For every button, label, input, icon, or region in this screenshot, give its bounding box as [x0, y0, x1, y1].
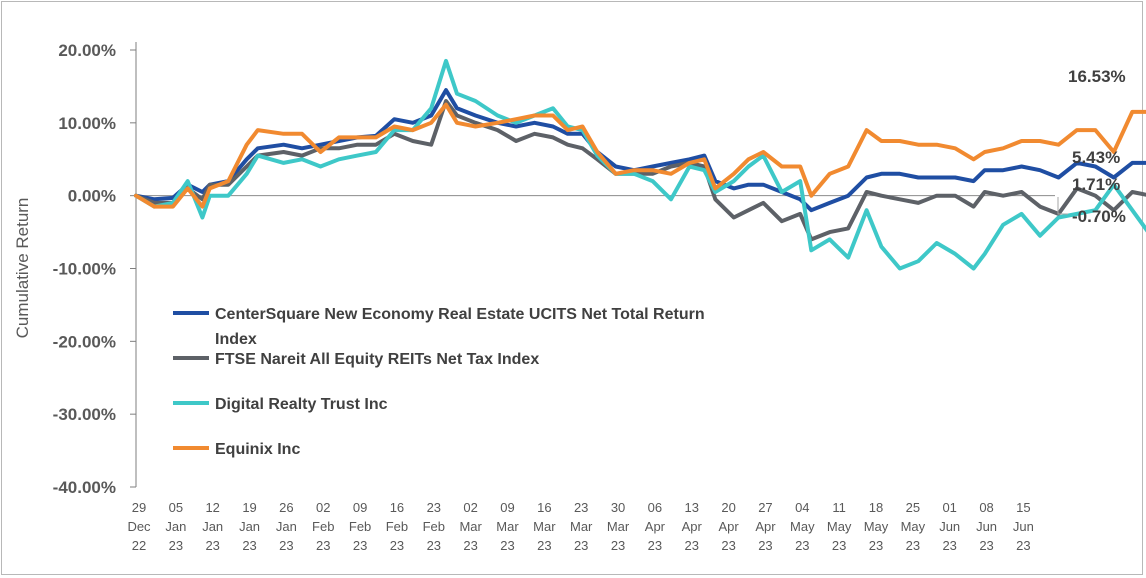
x-tick-label: 23: [279, 538, 293, 553]
x-tick-label: 23: [795, 538, 809, 553]
x-tick-label: Jan: [202, 519, 223, 534]
x-tick-label: 22: [132, 538, 146, 553]
legend-label-4: Equinix Inc: [215, 441, 300, 458]
x-tick-label: May: [790, 519, 815, 534]
x-tick-label: Apr: [682, 519, 703, 534]
y-tick-label: -40.00%: [53, 478, 116, 497]
x-tick-label: 23: [942, 538, 956, 553]
x-tick-label: 20: [721, 500, 735, 515]
x-tick-label: Mar: [533, 519, 556, 534]
x-tick-label: 23: [427, 538, 441, 553]
x-tick-label: May: [827, 519, 852, 534]
x-tick-label: Jun: [976, 519, 997, 534]
x-tick-label: May: [864, 519, 889, 534]
y-tick-label: 0.00%: [68, 187, 116, 206]
x-tick-label: 11: [832, 500, 846, 515]
x-tick-label: 23: [979, 538, 993, 553]
x-tick-label: 23: [500, 538, 514, 553]
legend-label-2: FTSE Nareit All Equity REITs Net Tax Ind…: [215, 351, 539, 368]
x-tick-label: 01: [942, 500, 956, 515]
x-tick-label: Mar: [570, 519, 593, 534]
x-tick-label: 23: [869, 538, 883, 553]
x-tick-label: 02: [316, 500, 330, 515]
x-tick-label: 09: [353, 500, 367, 515]
end-label-leader: [1057, 197, 1068, 215]
x-tick-label: 23: [758, 538, 772, 553]
y-tick-label: 20.00%: [58, 41, 116, 60]
x-tick-label: 23: [353, 538, 367, 553]
x-tick-label: Mar: [459, 519, 482, 534]
x-tick-label: 23: [316, 538, 330, 553]
x-tick-label: 25: [906, 500, 920, 515]
end-label-4: 16.53%: [1068, 67, 1126, 86]
x-tick-label: 27: [758, 500, 772, 515]
x-tick-label: 02: [463, 500, 477, 515]
x-tick-label: 29: [132, 500, 146, 515]
x-tick-label: 30: [611, 500, 625, 515]
x-tick-label: 16: [537, 500, 551, 515]
x-tick-label: 23: [463, 538, 477, 553]
x-tick-label: Feb: [349, 519, 371, 534]
x-tick-label: 23: [427, 500, 441, 515]
x-tick-label: 09: [500, 500, 514, 515]
x-tick-label: Jan: [165, 519, 186, 534]
end-label-2: -0.70%: [1072, 207, 1126, 226]
x-tick-label: 23: [169, 538, 183, 553]
x-tick-label: 23: [574, 538, 588, 553]
x-tick-label: Feb: [423, 519, 445, 534]
x-tick-label: 23: [648, 538, 662, 553]
x-tick-label: Jan: [276, 519, 297, 534]
x-tick-label: Feb: [312, 519, 334, 534]
legend-label-1-line2: Index: [215, 331, 257, 348]
series-line-3: [134, 58, 1146, 271]
y-axis-title: Cumulative Return: [13, 198, 32, 339]
x-tick-label: 08: [979, 500, 993, 515]
x-tick-label: 23: [537, 538, 551, 553]
y-tick-label: 10.00%: [58, 114, 116, 133]
end-label-1: 1.71%: [1072, 175, 1120, 194]
x-tick-label: Feb: [386, 519, 408, 534]
series-line-1: [134, 88, 1146, 213]
x-tick-label: 23: [832, 538, 846, 553]
x-tick-label: Dec: [127, 519, 151, 534]
legend-label-3: Digital Realty Trust Inc: [215, 396, 388, 413]
x-tick-label: 05: [169, 500, 183, 515]
x-tick-label: Apr: [755, 519, 776, 534]
x-tick-label: Jun: [939, 519, 960, 534]
y-tick-label: -20.00%: [53, 332, 116, 351]
x-tick-label: 23: [721, 538, 735, 553]
x-tick-label: 18: [869, 500, 883, 515]
x-tick-label: 06: [648, 500, 662, 515]
x-tick-label: 23: [685, 538, 699, 553]
x-tick-label: Apr: [718, 519, 739, 534]
x-tick-label: May: [901, 519, 926, 534]
legend-label-1: CenterSquare New Economy Real Estate UCI…: [215, 306, 705, 323]
x-tick-label: 23: [1016, 538, 1030, 553]
x-tick-label: 23: [205, 538, 219, 553]
x-tick-label: 13: [685, 500, 699, 515]
x-tick-label: 23: [242, 538, 256, 553]
x-tick-label: 23: [906, 538, 920, 553]
series-line-4: [134, 102, 1146, 209]
x-tick-label: Jun: [1013, 519, 1034, 534]
y-tick-label: -30.00%: [53, 405, 116, 424]
x-tick-label: Mar: [607, 519, 630, 534]
x-tick-label: 26: [279, 500, 293, 515]
x-tick-label: Apr: [645, 519, 666, 534]
y-tick-label: -10.00%: [53, 260, 116, 279]
x-tick-label: 23: [574, 500, 588, 515]
x-tick-label: 19: [242, 500, 256, 515]
x-tick-label: 04: [795, 500, 809, 515]
x-tick-label: 23: [611, 538, 625, 553]
x-tick-label: 23: [390, 538, 404, 553]
series-line-2: [134, 99, 1146, 242]
x-tick-label: Jan: [239, 519, 260, 534]
end-label-3: 5.43%: [1072, 148, 1120, 167]
x-tick-label: 16: [390, 500, 404, 515]
x-tick-label: 12: [205, 500, 219, 515]
x-tick-label: 15: [1016, 500, 1030, 515]
x-tick-label: Mar: [496, 519, 519, 534]
